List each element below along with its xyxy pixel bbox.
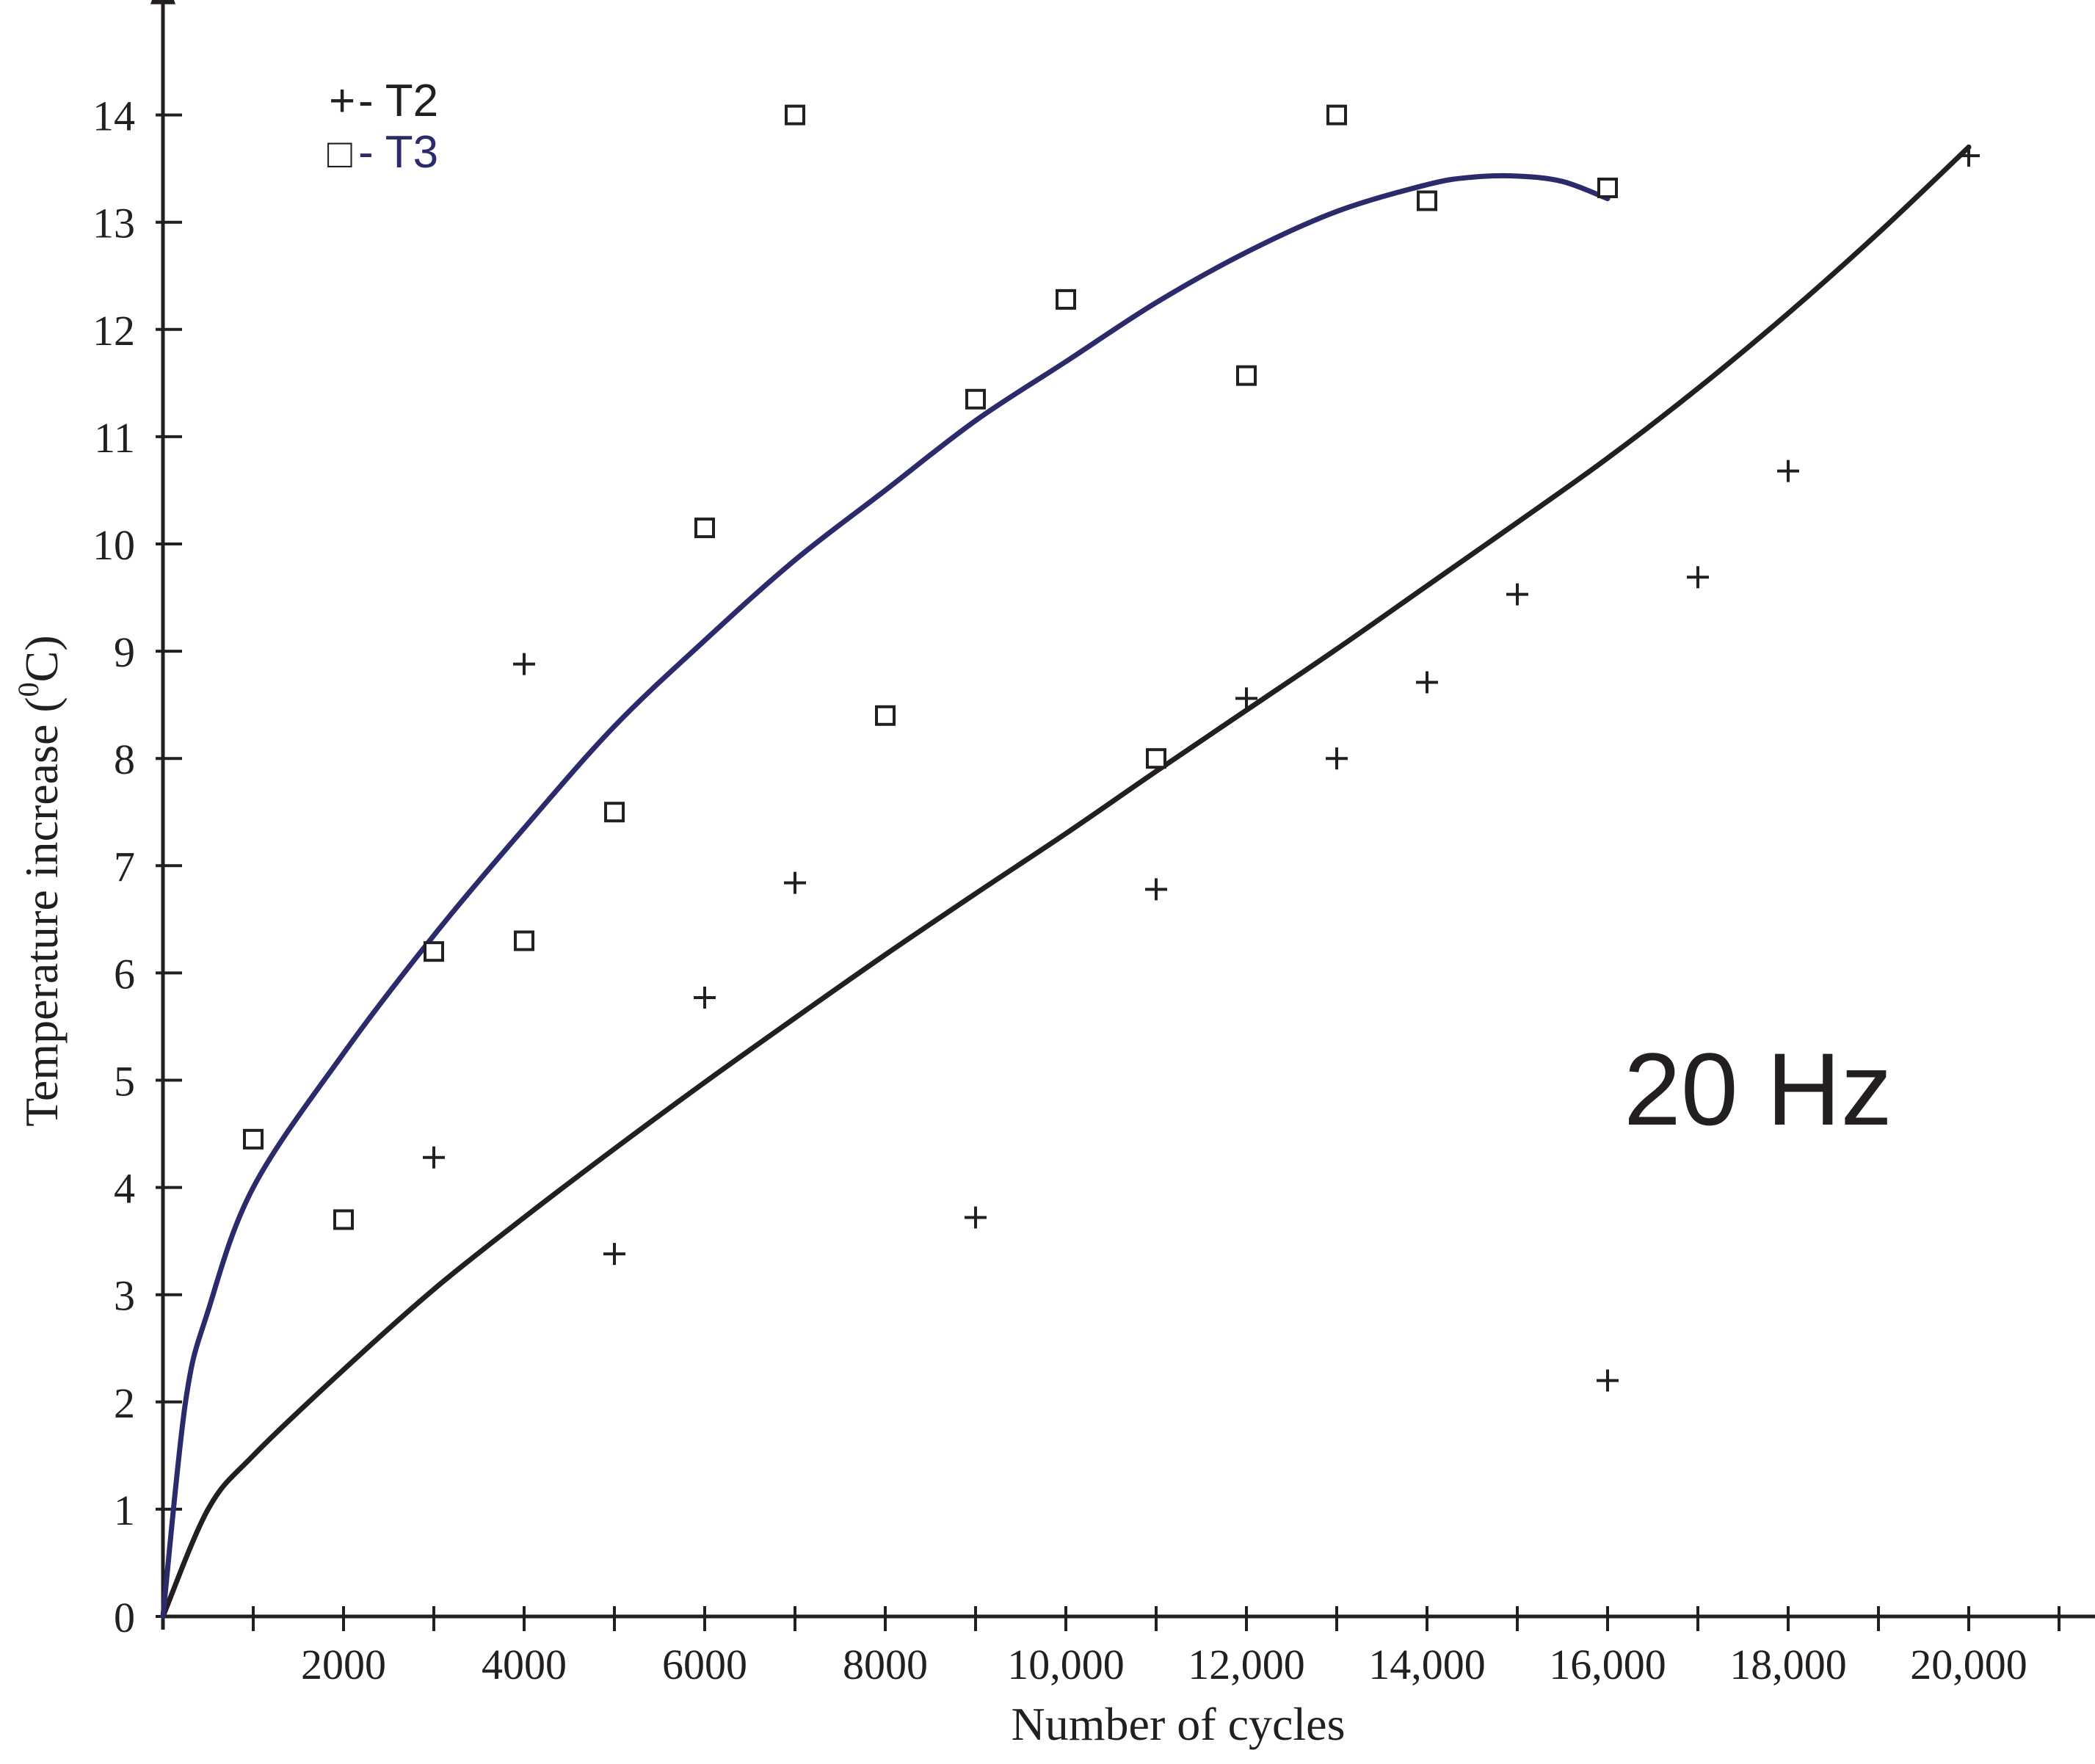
t3-fit-curve [160,173,1611,1619]
t2-data-point [694,987,716,1009]
t3-data-point [243,1128,264,1150]
y-axis-title-superscript: 0 [12,682,45,697]
t3-data-point [333,1209,354,1230]
t2-data-point [603,1243,625,1266]
y-tick-label: 0 [114,1594,135,1641]
t3-data-point [604,802,625,823]
y-tick-label: 7 [114,843,135,890]
x-tick-label: 14,000 [1368,1641,1486,1688]
t2-data-point [1687,566,1709,589]
x-axis-title: Number of cycles [1012,1698,1346,1750]
t2-data-point [423,1146,445,1169]
t2-data-point [513,653,535,675]
y-axis-title-main: Temperature increase ( [15,697,68,1126]
x-tick-label: 6000 [662,1641,747,1688]
y-tick-label: 9 [114,628,135,676]
fit-curves [160,144,1972,1619]
legend-t2-symbol: + [329,76,355,126]
y-tick-label: 11 [94,414,135,462]
data-points [243,104,1980,1392]
x-tick-label: 16,000 [1549,1641,1666,1688]
t3-data-point [1326,104,1347,126]
x-tick-label: 8000 [843,1641,928,1688]
t3-data-point [1597,177,1618,198]
t2-data-point [1326,747,1348,770]
y-tick-label: 8 [114,736,135,783]
y-axis-arrow [150,0,175,4]
t3-data-point [1236,365,1257,386]
t2-data-point [1777,460,1799,482]
t3-data-point [424,941,444,962]
y-axis-title: Temperature increase (0C) [12,635,68,1126]
legend-t3-symbol: □ [327,130,352,176]
t2-data-point [1597,1369,1619,1392]
legend-t3-label: - T3 [358,127,438,178]
t2-data-point [1235,687,1257,710]
x-tick-label: 4000 [482,1641,567,1688]
t3-data-point [694,518,715,539]
y-tick-label: 4 [114,1165,135,1213]
y-tick-label: 3 [114,1272,135,1320]
x-tick-label: 12,000 [1188,1641,1305,1688]
t2-data-point [965,1206,987,1229]
x-axis-ticks: 2000 4000 6000 8000 10,000 12,000 14,000 16,000… [252,1606,2060,1688]
y-tick-label: 13 [92,200,135,247]
y-tick-label: 5 [114,1058,135,1106]
t3-data-point [965,388,986,410]
t3-data-point [1146,748,1166,769]
t3-data-point [875,705,896,726]
y-tick-label: 2 [114,1379,135,1427]
legend: + - T2 □ - T3 [327,76,438,178]
x-tick-label: 10,000 [1007,1641,1125,1688]
t2-data-point [784,871,806,894]
y-tick-label: 12 [92,307,135,355]
x-tick-label: 18,000 [1729,1641,1847,1688]
x-tick-label: 2000 [301,1641,386,1688]
x-tick-label: 20,000 [1910,1641,2027,1688]
y-tick-label: 14 [92,92,135,140]
legend-t2-label: - T2 [358,76,438,126]
t3-data-point [1417,190,1437,211]
t2-fit-curve [160,144,1972,1619]
t2-data-point [1958,145,1980,167]
frequency-annotation: 20 Hz [1624,1031,1892,1147]
y-axis-title-unit: C) [15,635,68,682]
y-tick-label: 1 [114,1487,135,1534]
t3-data-point [1056,288,1076,310]
t3-data-point [785,104,805,126]
axes [150,0,2095,1630]
t3-data-point [514,930,534,951]
y-tick-label: 10 [92,521,135,569]
t2-data-point [1145,878,1167,901]
y-tick-label: 6 [114,950,135,998]
t2-data-point [1416,671,1438,694]
t2-data-point [1506,583,1528,606]
